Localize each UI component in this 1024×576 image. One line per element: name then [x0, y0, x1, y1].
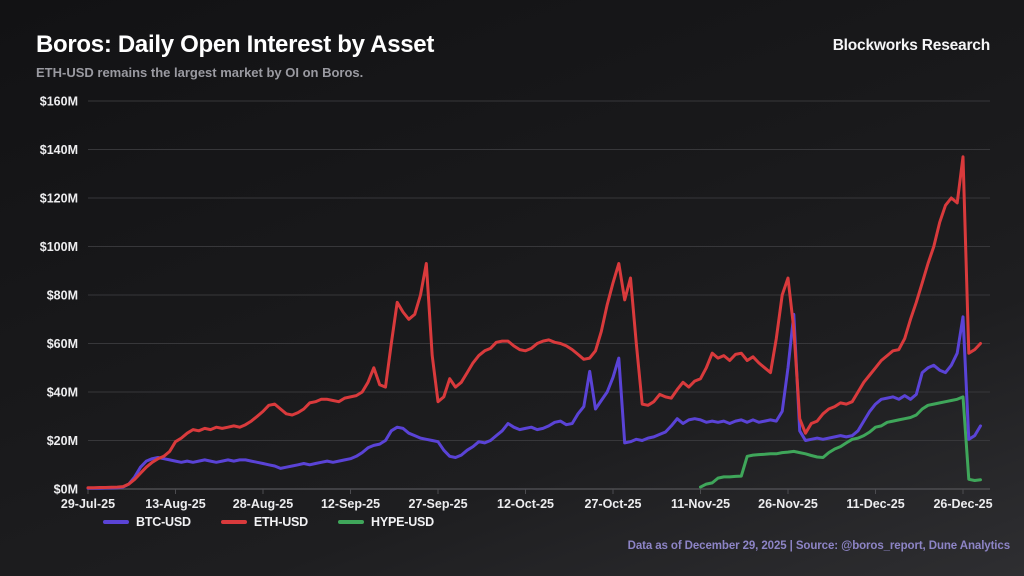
- x-axis-label: 28-Aug-25: [233, 497, 293, 511]
- x-axis-label: 12-Sep-25: [321, 497, 380, 511]
- x-axis-label: 27-Oct-25: [585, 497, 642, 511]
- x-axis-label: 11-Nov-25: [671, 497, 730, 511]
- brand-logo: Blockworks Research: [832, 37, 991, 54]
- y-axis-label: $60M: [47, 337, 78, 351]
- page-title: Boros: Daily Open Interest by Asset: [36, 31, 435, 58]
- footer-note: Data as of December 29, 2025 | Source: @…: [627, 540, 1010, 552]
- y-axis-label: $80M: [47, 289, 78, 303]
- x-axis-label: 27-Sep-25: [408, 497, 467, 511]
- legend-item-hype-usd: HYPE-USD: [338, 515, 434, 529]
- y-axis-label: $0M: [54, 483, 78, 497]
- x-axis-label: 13-Aug-25: [145, 497, 205, 511]
- legend-item-eth-usd: ETH-USD: [220, 515, 309, 529]
- series-line-btc-usd: [86, 312, 982, 490]
- x-axis-label: 29-Jul-25: [61, 497, 115, 511]
- series-line-hype-usd: [699, 395, 982, 489]
- x-axis-label: 26-Dec-25: [933, 497, 992, 511]
- legend-swatch-icon: [338, 520, 365, 524]
- y-axis-label: $160M: [40, 95, 78, 109]
- y-axis-label: $140M: [40, 143, 78, 157]
- legend: BTC-USD ETH-USD HYPE-USD: [103, 515, 434, 529]
- legend-label: ETH-USD: [253, 515, 309, 529]
- y-axis-label: $100M: [40, 240, 78, 254]
- x-axis-label: 11-Dec-25: [846, 497, 904, 511]
- legend-swatch-icon: [220, 520, 247, 524]
- x-axis-label: 26-Nov-25: [758, 497, 818, 511]
- legend-label: BTC-USD: [136, 515, 191, 529]
- page-subtitle: ETH-USD remains the largest market by OI…: [36, 65, 364, 80]
- y-axis-label: $40M: [47, 386, 78, 400]
- legend-label: HYPE-USD: [371, 515, 435, 529]
- y-axis-label: $120M: [40, 192, 78, 206]
- x-axis-label: 12-Oct-25: [497, 497, 554, 511]
- series-line-eth-usd: [86, 155, 982, 490]
- legend-item-btc-usd: BTC-USD: [103, 515, 191, 529]
- legend-swatch-icon: [103, 520, 129, 524]
- y-axis-label: $20M: [47, 434, 78, 448]
